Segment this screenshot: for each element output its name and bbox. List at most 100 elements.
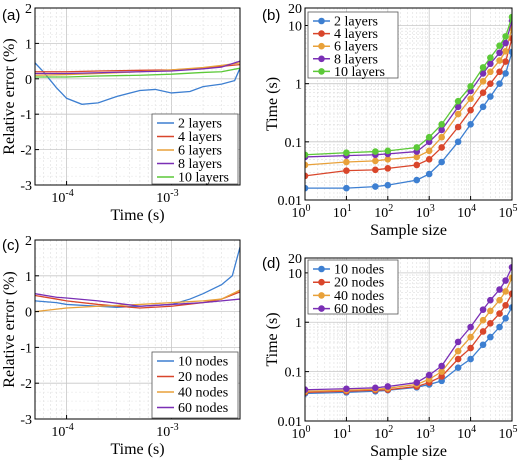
x-tick-base: 10 xyxy=(374,427,388,442)
x-tick-exponent: 0 xyxy=(306,203,311,214)
data-point xyxy=(384,165,392,172)
data-point xyxy=(467,333,474,341)
data-point xyxy=(496,310,503,317)
panel-label: (c) xyxy=(2,237,20,254)
legend-marker xyxy=(318,265,325,273)
data-point xyxy=(467,355,474,363)
x-tick-exponent: 5 xyxy=(513,203,518,214)
legend-marker xyxy=(318,278,325,286)
x-tick-base: 10 xyxy=(457,427,471,442)
legend-label: 60 nodes xyxy=(178,401,228,416)
data-point xyxy=(413,379,421,386)
x-tick-label: 100 xyxy=(292,203,311,221)
x-tick-base: 10 xyxy=(333,427,347,442)
data-point xyxy=(496,49,503,57)
y-tick-label: 1 xyxy=(295,78,302,93)
data-point xyxy=(438,126,445,134)
data-point xyxy=(413,161,421,169)
x-tick-base: 10 xyxy=(292,427,306,442)
y-tick-label: 10 xyxy=(288,267,302,282)
x-tick-label: 105 xyxy=(499,203,518,221)
panel-label: (a) xyxy=(2,7,20,24)
x-tick-exponent: 3 xyxy=(430,424,435,435)
x-tick-label: 104 xyxy=(457,424,476,442)
data-point xyxy=(305,386,309,394)
data-point xyxy=(384,147,392,155)
x-tick-base: 10 xyxy=(292,206,306,221)
x-tick-label: 10-4 xyxy=(51,422,73,440)
series-group xyxy=(305,263,512,397)
axes-box xyxy=(304,257,513,422)
data-point xyxy=(467,106,474,114)
y-axis-title: Time (s) xyxy=(264,312,281,366)
legend-label: 10 nodes xyxy=(334,263,384,278)
y-tick-label: 2 xyxy=(25,234,32,249)
legend-label: 20 nodes xyxy=(178,370,228,385)
series-line xyxy=(35,62,240,105)
data-point xyxy=(502,33,509,40)
x-tick-exponent: -4 xyxy=(65,188,73,199)
data-point xyxy=(305,172,309,180)
data-point xyxy=(343,385,350,393)
data-point xyxy=(454,110,462,118)
series-line xyxy=(35,63,240,73)
legend-marker xyxy=(318,42,325,50)
data-point xyxy=(508,304,512,311)
x-tick-exponent: -3 xyxy=(170,422,178,433)
data-point xyxy=(502,288,509,295)
series-line xyxy=(35,293,240,307)
data-point xyxy=(454,97,462,105)
x-tick-label: 102 xyxy=(374,424,393,442)
data-point xyxy=(384,156,392,163)
data-point xyxy=(467,95,474,103)
data-point xyxy=(502,39,509,47)
legend-label: 8 layers xyxy=(334,52,378,67)
x-tick-label: 100 xyxy=(292,424,311,442)
data-point xyxy=(438,144,445,151)
y-tick-label: 1 xyxy=(25,37,32,52)
data-point xyxy=(496,286,503,293)
x-tick-exponent: 2 xyxy=(388,424,393,435)
x-tick-label: 103 xyxy=(416,424,435,442)
data-point xyxy=(425,138,433,146)
data-point xyxy=(479,328,487,335)
data-point xyxy=(454,347,462,355)
data-point xyxy=(454,355,462,363)
y-tick-label: 1 xyxy=(295,316,302,331)
series-group xyxy=(305,13,512,192)
data-point xyxy=(487,320,494,327)
x-tick-label: 101 xyxy=(333,203,352,221)
data-point xyxy=(508,290,512,297)
data-point xyxy=(384,181,392,189)
data-point xyxy=(438,158,445,166)
legend-marker xyxy=(318,292,325,299)
legend-label: 2 layers xyxy=(334,15,378,30)
legend-label: 2 layers xyxy=(178,117,222,132)
legend-label: 10 nodes xyxy=(178,355,228,370)
legend-label: 6 layers xyxy=(334,40,378,55)
data-point xyxy=(372,166,379,174)
data-point xyxy=(438,121,445,128)
data-point xyxy=(413,176,421,184)
x-tick-base: 10 xyxy=(499,206,513,221)
x-tick-base: 10 xyxy=(499,427,513,442)
data-point xyxy=(479,103,487,111)
y-tick-label: 20 xyxy=(288,2,302,17)
data-point xyxy=(479,70,487,77)
legend-marker xyxy=(318,68,325,75)
legend-label: 8 layers xyxy=(178,157,222,172)
data-point xyxy=(305,151,309,159)
y-tick-label: 2 xyxy=(25,2,32,17)
data-point xyxy=(454,338,462,346)
data-point xyxy=(305,161,309,169)
x-tick-label: 105 xyxy=(499,424,518,442)
y-tick-label: 0.1 xyxy=(285,366,303,381)
x-axis-title: Sample size xyxy=(370,222,447,239)
legend-label: 20 nodes xyxy=(334,276,384,291)
x-tick-exponent: 1 xyxy=(347,203,352,214)
data-point xyxy=(496,42,503,49)
y-tick-label: 20 xyxy=(288,252,302,267)
data-point xyxy=(343,184,350,192)
